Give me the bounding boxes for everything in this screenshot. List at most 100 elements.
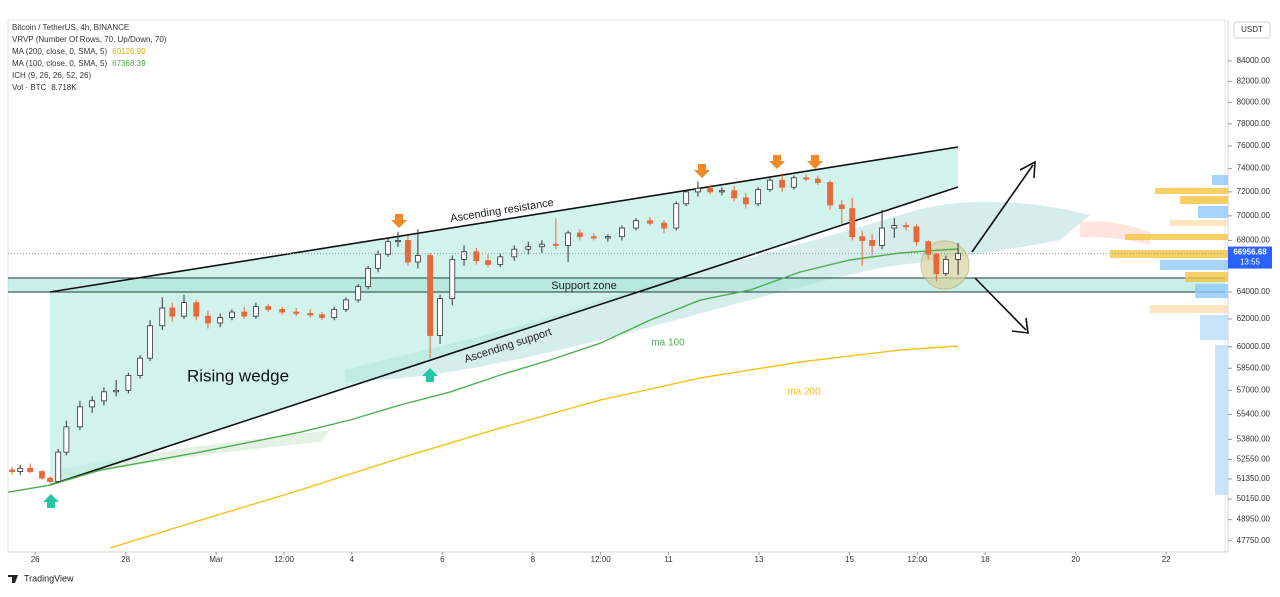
candle-body [673, 203, 680, 229]
x-tick-label: 4 [350, 555, 355, 564]
candle-body [683, 191, 690, 205]
candle-body [473, 251, 480, 262]
candle-body [253, 306, 259, 317]
pattern-label: Rising wedge [187, 366, 289, 385]
candle-body [849, 208, 856, 238]
candle-body [942, 258, 949, 274]
down-marker [694, 164, 710, 178]
y-tick-label: 55400.00 [1237, 410, 1271, 419]
candle-body [375, 253, 381, 269]
legend-text: MA (200, close, 0, SMA, 5) [12, 47, 107, 56]
candle-body [766, 179, 773, 190]
y-tick-label: 53800.00 [1237, 435, 1271, 444]
profile-row [1150, 305, 1228, 313]
candle-body [891, 225, 898, 229]
candle-body [319, 314, 325, 318]
candle-body [525, 246, 532, 250]
legend-text: Vol · BTC [12, 83, 46, 92]
candle-body [47, 477, 53, 482]
candle-body [511, 248, 518, 258]
candle-body [731, 190, 738, 199]
candle-body [405, 240, 411, 263]
up-marker [422, 368, 438, 382]
candle-body [9, 469, 15, 472]
candle-body [113, 389, 120, 393]
y-tick-label: 50150.00 [1237, 494, 1271, 503]
profile-row [1155, 188, 1228, 194]
y-tick-label: 68000.00 [1237, 236, 1271, 245]
legend-value: 8.718K [51, 83, 77, 92]
x-tick-label: 20 [1071, 555, 1080, 564]
wedge-fill [50, 147, 958, 485]
candle-body [137, 357, 144, 376]
x-tick-label: 6 [440, 555, 445, 564]
profile-row [1180, 196, 1228, 204]
candle-body [576, 232, 583, 238]
candle-body [933, 253, 940, 274]
up-marker [43, 494, 59, 508]
x-tick-label: 15 [845, 555, 854, 564]
y-tick-label: 70000.00 [1237, 211, 1271, 220]
candle-body [89, 400, 96, 408]
y-tick-label: 52550.00 [1237, 454, 1271, 463]
marks [7, 173, 961, 549]
candle-body [293, 311, 300, 314]
candle-body [925, 241, 932, 255]
x-tick-label: 26 [31, 555, 40, 564]
last-price-label: 66956.68 [1233, 248, 1267, 257]
annotation: Support zone [551, 280, 616, 292]
x-tick-label: 18 [981, 555, 990, 564]
down-marker [769, 155, 785, 169]
candle-body [229, 311, 235, 318]
candle-body [719, 190, 725, 193]
y-tick-label: 51350.00 [1237, 474, 1271, 483]
candle-body [827, 182, 833, 206]
legend: VRVP (Number Of Rows, 70, Up/Down, 70) MA… [12, 35, 167, 92]
countdown: 13:55 [1240, 258, 1261, 267]
ma-line [109, 345, 959, 549]
y-tick-label: 47750.00 [1237, 536, 1271, 545]
candle-body [803, 177, 809, 180]
y-tick-label: 58500.00 [1237, 363, 1271, 372]
x-tick-label: 12:00 [274, 555, 295, 564]
candle-body [55, 451, 62, 482]
candle-body [169, 307, 176, 317]
candle-body [647, 220, 653, 224]
x-tick-label: Mar [209, 555, 223, 564]
candle-body [790, 177, 797, 188]
candle-body [461, 251, 467, 260]
profile-row [1212, 175, 1228, 185]
ichimoku-cloud [60, 430, 330, 480]
candle-body [538, 243, 545, 248]
x-tick-label: 12:00 [907, 555, 928, 564]
candle-body [755, 189, 762, 205]
y-tick-label: 62000.00 [1237, 314, 1271, 323]
candle-body [193, 302, 200, 317]
candle-body [17, 467, 24, 472]
y-tick-label: 72000.00 [1237, 187, 1271, 196]
x-tick-label: 22 [1162, 555, 1171, 564]
currency-box [1233, 21, 1271, 39]
profile-row [1200, 315, 1228, 340]
candle-body [395, 240, 401, 243]
candle-body [565, 232, 571, 246]
candle-body [331, 308, 338, 318]
x-tick-label: 11 [664, 555, 673, 564]
down-marker [391, 214, 407, 228]
series-label: ma 200 [787, 387, 821, 398]
candle-body [241, 311, 248, 317]
support-line [49, 186, 959, 486]
candle-body [427, 255, 434, 336]
candle-body [742, 197, 749, 205]
arrow-head [1011, 317, 1029, 334]
y-tick-label: 78000.00 [1237, 119, 1271, 128]
candle-body [265, 306, 272, 310]
candle-body [147, 325, 153, 359]
profile-row [1160, 260, 1228, 270]
candle-body [217, 317, 224, 324]
profile-row [1198, 206, 1228, 218]
brand-logo [8, 575, 18, 583]
candle-body [913, 226, 920, 243]
